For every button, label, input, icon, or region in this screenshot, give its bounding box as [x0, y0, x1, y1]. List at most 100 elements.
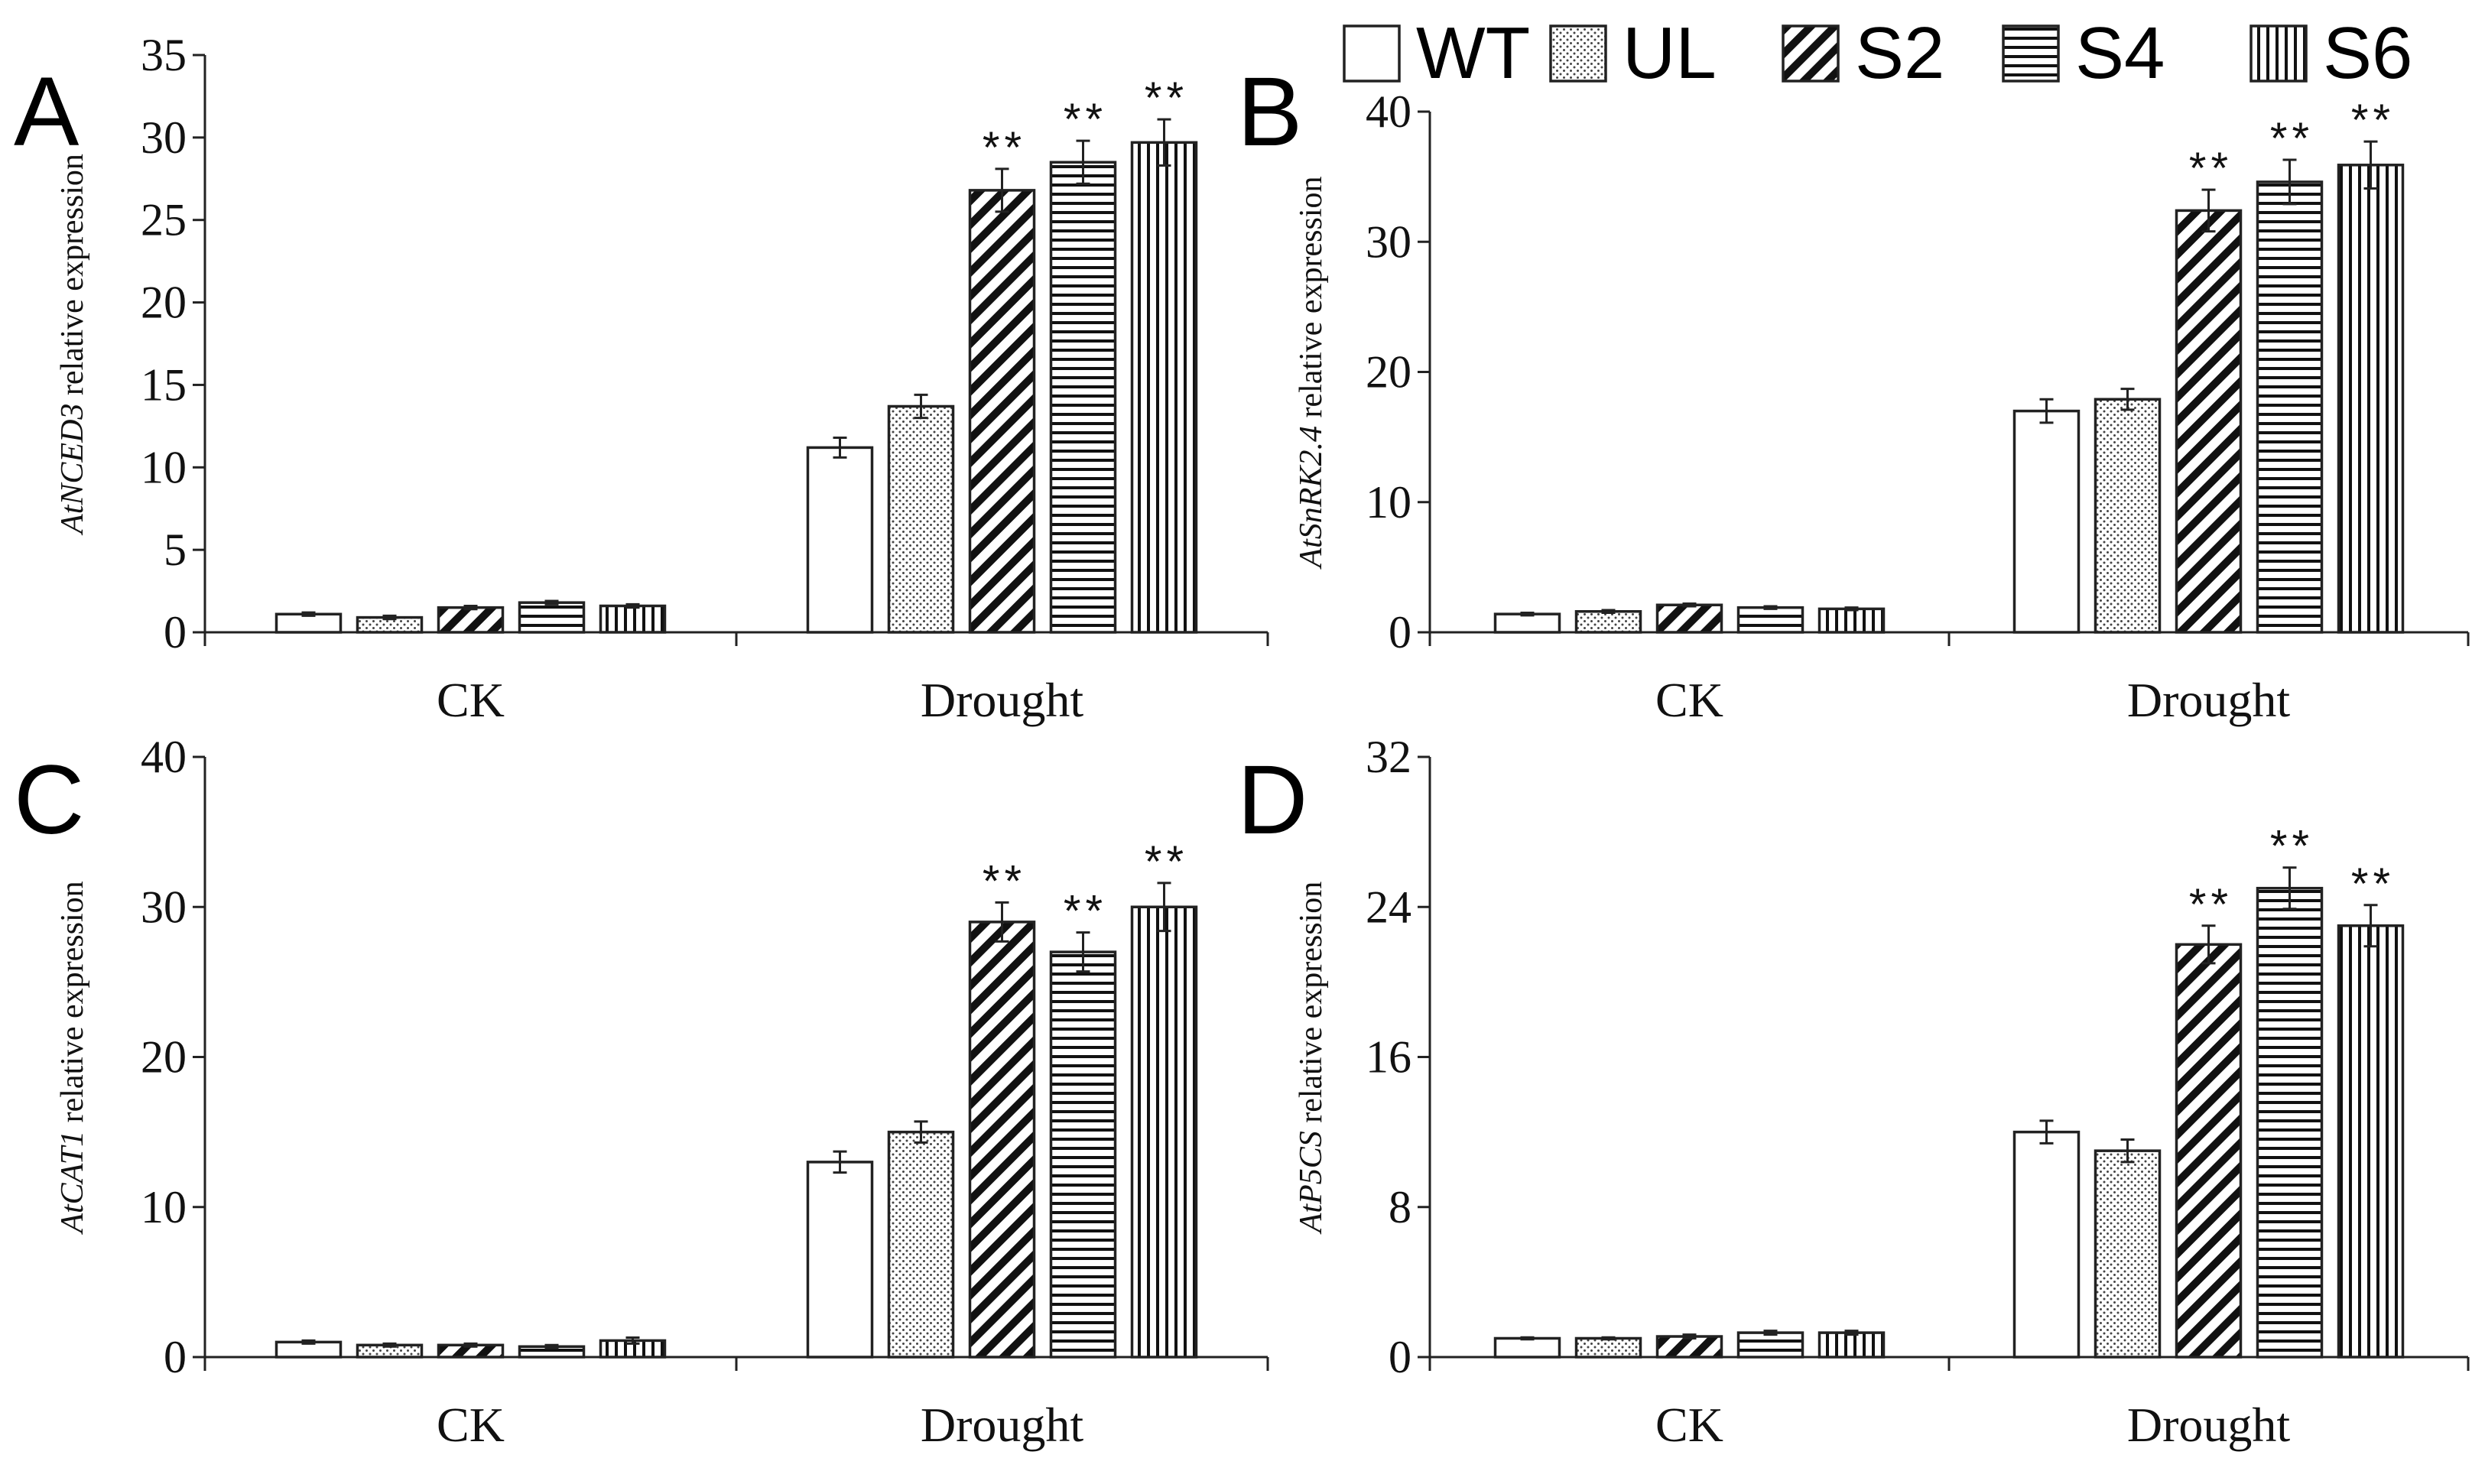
panel-b-errorbar-drought-s2 [2201, 188, 2216, 233]
panel-c-y-label-gene: AtCAT1 [55, 1131, 90, 1236]
panel-a-errorbar-drought-s6 [1157, 118, 1171, 167]
panel-d-errorbar-drought-ul [2120, 1138, 2135, 1164]
panel-b-bar-ck-s4 [1736, 606, 1804, 634]
panel-b-bar-ck-ul [1574, 610, 1642, 634]
legend-label-s4: S4 [2075, 12, 2165, 94]
panel-c-y-label: AtCAT1 relative expression [55, 881, 90, 1235]
panel-d-bar-drought-wt [2012, 1130, 2081, 1359]
panel-c-bar-drought-ul [887, 1130, 955, 1359]
panel-d-ytick-label: 32 [1366, 732, 1411, 782]
panel-d-y-label-gene: AtP5CS [1294, 1131, 1329, 1235]
panel-d-bar-ck-s6 [1817, 1331, 1886, 1359]
panel-c-ytick-label: 30 [141, 882, 187, 932]
panel-c-y-label-rest: relative expression [55, 881, 90, 1131]
panel-a-ytick-label: 20 [141, 278, 187, 328]
panel-d-sig-drought-s6: ** [2351, 859, 2395, 909]
panel-d-ytick-label: 24 [1366, 882, 1411, 932]
panel-b-category-drought: Drought [2127, 673, 2291, 727]
panel-b-errorbar-ck-s6 [1844, 606, 1859, 612]
panel-b-bar-drought-s4 [2256, 180, 2324, 634]
panel-b-ytick-label: 0 [1389, 607, 1411, 658]
panel-b-bar-ck-s2 [1655, 603, 1723, 634]
panel-a-category-drought: Drought [921, 673, 1084, 727]
panel-c-ytick-label: 0 [164, 1332, 187, 1382]
panel-a-bar-drought-wt [806, 446, 874, 634]
panel-b-errorbar-ck-s4 [1763, 605, 1778, 610]
panel-d-category-ck: CK [1655, 1398, 1723, 1452]
panel-d-bar-ck-s2 [1655, 1335, 1723, 1359]
panel-a-y-label: AtNCED3 relative expression [55, 154, 90, 536]
panel-d-bar-ck-ul [1574, 1336, 1642, 1359]
panel-d-bar-drought-ul [2094, 1149, 2162, 1359]
panel-a-bar-drought-s2 [968, 189, 1036, 634]
panel-a-errorbar-drought-ul [914, 393, 928, 420]
panel-a-ytick-label: 10 [141, 442, 187, 492]
panel-c-errorbar-drought-wt [833, 1150, 847, 1174]
panel-b: B 0 10 20 30 40 AtSnRK2.4 relative expression C… [1237, 57, 2470, 727]
panel-b-errorbar-ck-s2 [1682, 602, 1697, 608]
panel-a-ytick-label: 30 [141, 112, 187, 163]
panel-b-bar-drought-wt [2012, 409, 2081, 634]
panel-a-bar-ck-s4 [518, 601, 586, 634]
panel-c-errorbar-ck-s6 [625, 1336, 640, 1345]
panel-b-ytick-label: 30 [1366, 216, 1411, 267]
panel-c-errorbar-drought-s4 [1076, 931, 1090, 973]
panel-d-letter: D [1237, 745, 1307, 855]
panel-b-y-label: AtSnRK2.4 relative expression [1294, 176, 1329, 570]
panel-a-errorbar-ck-ul [382, 614, 397, 621]
panel-b-y-label-gene: AtSnRK2.4 [1294, 426, 1329, 570]
panel-a-errorbar-drought-s2 [995, 167, 1009, 213]
legend-label-s6: S6 [2323, 12, 2412, 94]
panel-b-errorbar-drought-wt [2039, 398, 2054, 424]
panel-c-letter: C [14, 745, 84, 855]
legend-item-s6: S6 [2249, 12, 2412, 94]
panel-c-category-ck: CK [437, 1398, 505, 1452]
panel-b-bar-drought-s6 [2337, 164, 2405, 634]
panel-c-ytick-label: 20 [141, 1032, 187, 1083]
panel-a-errorbar-drought-s4 [1076, 139, 1090, 185]
panel-a-ytick-label: 25 [141, 195, 187, 245]
panel-d-y-label: AtP5CS relative expression [1294, 882, 1329, 1236]
panel-a-errorbar-drought-wt [833, 436, 847, 459]
panel-b-errorbar-ck-wt [1520, 611, 1535, 617]
panel-a-y-label-gene: AtNCED3 [55, 404, 90, 536]
panel-c-sig-drought-s2: ** [983, 856, 1026, 906]
panel-c-errorbar-drought-s6 [1157, 882, 1171, 933]
legend-label-ul: UL [1623, 12, 1717, 94]
panel-c-ytick-label: 10 [141, 1182, 187, 1232]
panel-a-errorbar-ck-s6 [625, 602, 640, 609]
panel-d-ytick-label: 16 [1366, 1032, 1411, 1083]
panel-d-sig-drought-s4: ** [2270, 822, 2314, 872]
panel-c-bar-drought-s2 [968, 921, 1036, 1359]
panel-b-bar-drought-ul [2094, 398, 2162, 634]
panel-b-errorbar-drought-s4 [2282, 158, 2297, 206]
panel-a-category-ck: CK [437, 673, 505, 727]
panel-c-bar-drought-s6 [1130, 905, 1198, 1359]
legend-item-ul: UL [1549, 12, 1717, 94]
panel-b-ytick-label: 40 [1366, 86, 1411, 137]
panel-a-sig-drought-s4: ** [1064, 95, 1107, 145]
panel-b-errorbar-drought-s6 [2363, 140, 2378, 190]
panel-d-bar-ck-wt [1493, 1336, 1561, 1359]
panel-c-errorbar-ck-s2 [463, 1342, 478, 1348]
panel-d-errorbar-ck-s2 [1682, 1333, 1697, 1339]
panel-d-errorbar-ck-wt [1520, 1336, 1535, 1341]
panel-c: C 0 10 20 30 40 AtCAT1 relative expression CK Dr… [14, 732, 1269, 1452]
panel-d-sig-drought-s2: ** [2189, 880, 2233, 930]
panel-a: A 0 5 10 15 20 25 30 35 AtNCED3 relative expressi… [14, 30, 1269, 727]
panel-a-sig-drought-s6: ** [1145, 73, 1188, 123]
panel-a-ytick-label: 5 [164, 524, 187, 575]
panel-a-letter: A [14, 57, 80, 167]
panel-b-errorbar-ck-ul [1601, 609, 1616, 614]
panel-b-ytick-label: 20 [1366, 347, 1411, 398]
panel-c-errorbar-ck-wt [301, 1339, 316, 1345]
legend-swatch-s6 [2249, 24, 2308, 83]
panel-a-ytick-label: 35 [141, 30, 187, 80]
panel-b-category-ck: CK [1655, 673, 1723, 727]
panel-d-errorbar-drought-wt [2039, 1119, 2054, 1145]
panel-d-bar-drought-s2 [2175, 943, 2243, 1359]
panel-d-errorbar-drought-s4 [2282, 866, 2297, 911]
panel-b-bar-ck-wt [1493, 612, 1561, 634]
panel-a-bar-drought-s6 [1130, 141, 1198, 634]
